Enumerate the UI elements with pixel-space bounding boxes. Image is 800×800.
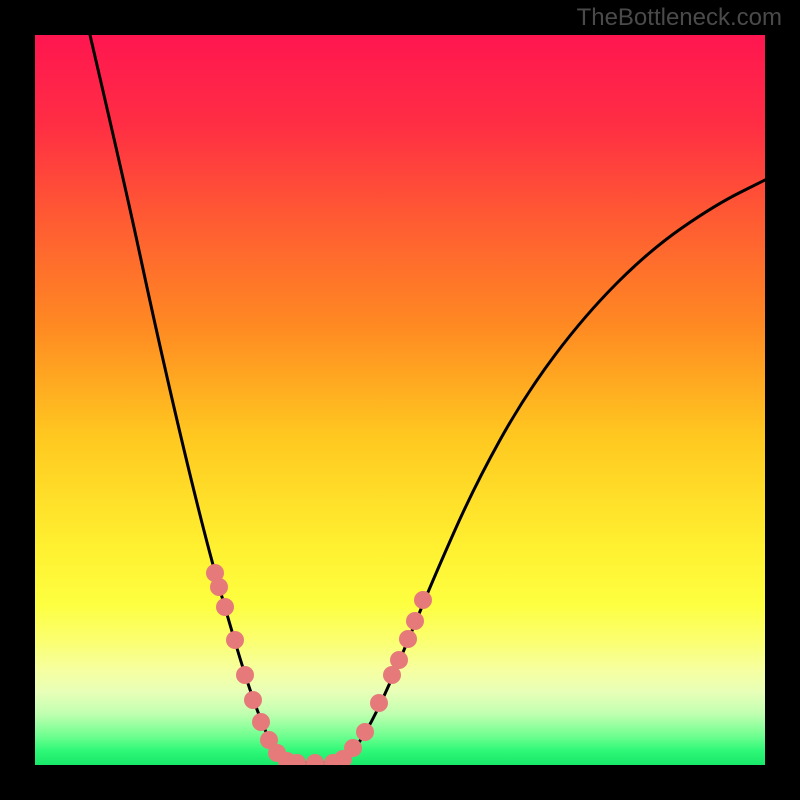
marker-dot	[370, 694, 388, 712]
marker-dot	[236, 666, 254, 684]
marker-dot	[344, 739, 362, 757]
marker-dot	[244, 691, 262, 709]
marker-dot	[252, 713, 270, 731]
marker-dot	[414, 591, 432, 609]
plot-area	[35, 35, 765, 765]
watermark-text: TheBottleneck.com	[577, 4, 782, 32]
chart-frame: TheBottleneck.com	[0, 0, 800, 800]
marker-dot	[226, 631, 244, 649]
marker-dot	[210, 578, 228, 596]
marker-dot	[356, 723, 374, 741]
marker-dot	[390, 651, 408, 669]
chart-svg	[35, 35, 765, 765]
marker-dot	[216, 598, 234, 616]
marker-dot	[406, 612, 424, 630]
marker-dot	[399, 630, 417, 648]
